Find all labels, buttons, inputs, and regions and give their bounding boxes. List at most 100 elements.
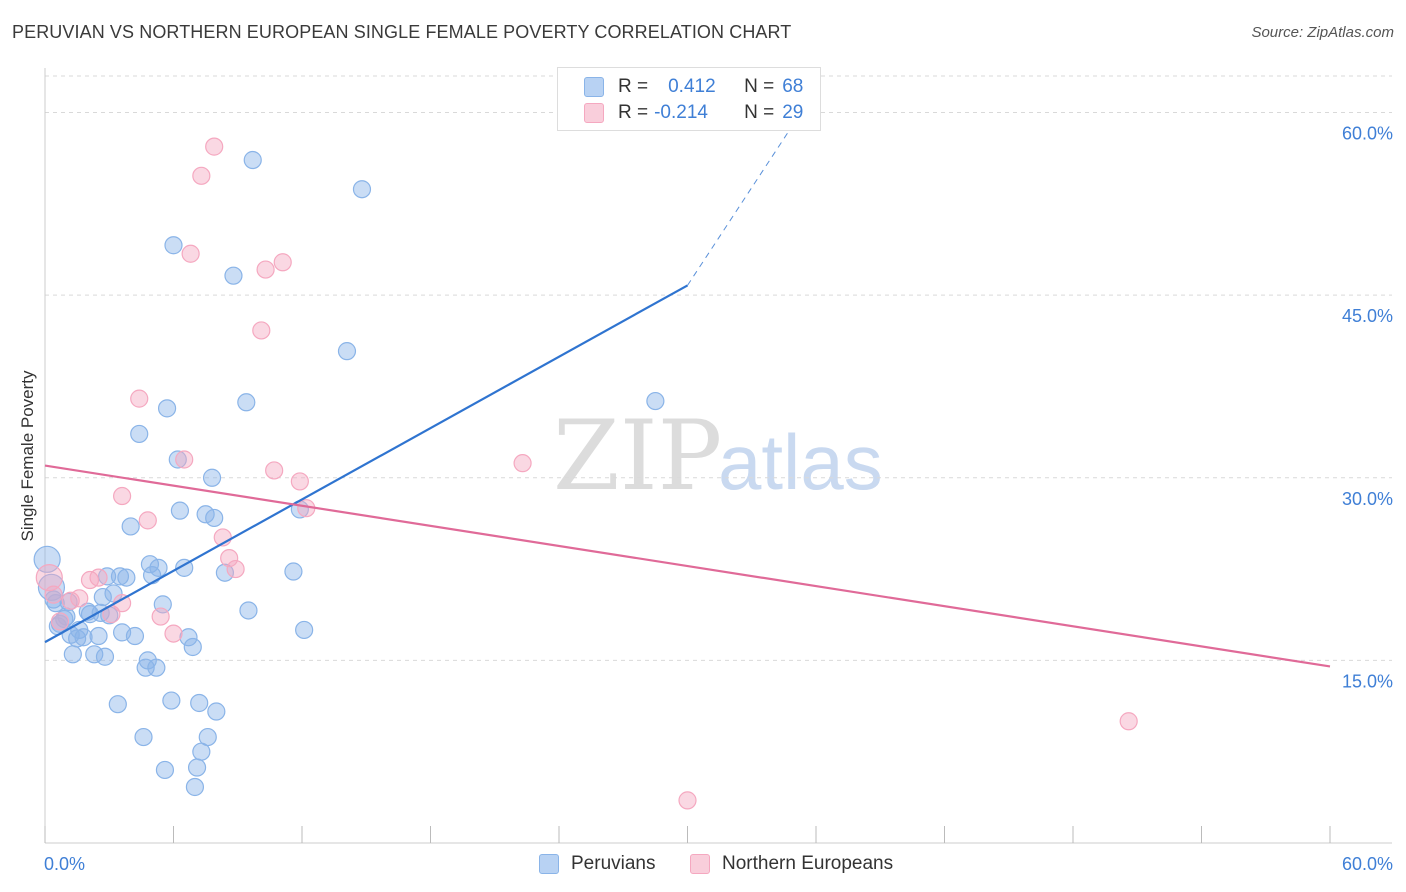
tick-labels: 15.0% 30.0% 45.0% 60.0% 0.0% 60.0% bbox=[44, 124, 1393, 874]
peruvians-point bbox=[117, 568, 136, 587]
peruvians-point bbox=[646, 391, 665, 411]
watermark-zip: ZIP bbox=[553, 400, 722, 512]
northern-europeans-point bbox=[70, 589, 89, 608]
northern-europeans-point bbox=[192, 166, 211, 185]
peruvians-point bbox=[352, 180, 372, 199]
northern-europeans-point bbox=[290, 472, 309, 491]
x-tick-label-max: 60.0% bbox=[1342, 854, 1393, 874]
peruvians-point bbox=[157, 399, 177, 418]
northern-europeans-point bbox=[1119, 712, 1138, 731]
northern-europeans-point bbox=[138, 511, 157, 530]
peruvians-point bbox=[239, 601, 258, 620]
peruvians-point bbox=[134, 727, 153, 747]
r-label: R = bbox=[618, 102, 649, 123]
peruvians-point bbox=[164, 236, 183, 255]
northern-europeans-point bbox=[35, 563, 63, 592]
r-value-peruvians: 0.412 bbox=[668, 76, 716, 97]
northern-europeans-point bbox=[252, 321, 271, 340]
legend-row-northern-europeans: R = -0.214 N = 29 bbox=[584, 101, 803, 125]
northern-europeans-point bbox=[256, 260, 275, 279]
northern-europeans-point bbox=[513, 454, 532, 473]
peruvians-point bbox=[237, 393, 256, 412]
bottom-legend-peruvians: Peruvians bbox=[539, 852, 656, 876]
peruvians-legend-label: Peruvians bbox=[571, 853, 656, 874]
y-tick-label: 60.0% bbox=[1342, 124, 1393, 144]
peruvians-point bbox=[168, 450, 187, 469]
peruvians-point bbox=[170, 501, 190, 520]
peruvians-point bbox=[337, 342, 357, 361]
peruvians-point bbox=[207, 702, 226, 721]
peruvians-point bbox=[284, 562, 303, 581]
peruvians-legend-swatch bbox=[539, 854, 559, 874]
peruvians-swatch bbox=[584, 77, 604, 97]
peruvians-point bbox=[205, 508, 224, 528]
n-value-peruvians: 68 bbox=[782, 76, 804, 97]
northern-europeans-point bbox=[220, 549, 239, 568]
y-tick-label: 45.0% bbox=[1342, 306, 1393, 326]
y-tick-label: 30.0% bbox=[1342, 489, 1393, 509]
peruvians-point bbox=[136, 658, 155, 677]
n-label: N = bbox=[744, 76, 775, 97]
northern-europeans-legend-swatch bbox=[690, 854, 710, 874]
trend-lines bbox=[44, 102, 1331, 668]
x-tick-label-min: 0.0% bbox=[44, 854, 85, 874]
peruvians-point bbox=[185, 777, 205, 797]
peruvians-point bbox=[121, 517, 140, 536]
northern-europeans-point bbox=[44, 585, 63, 604]
northern-europeans-point bbox=[226, 559, 245, 579]
northern-europeans-trend-line bbox=[44, 464, 1331, 668]
correlation-legend: R = 0.412 N = 68 R = -0.214 N = 29 bbox=[557, 67, 821, 131]
peruvians-point bbox=[224, 266, 243, 285]
peruvians-point bbox=[187, 758, 207, 777]
northern-europeans-point bbox=[265, 461, 284, 480]
peruvians-point bbox=[149, 558, 168, 577]
peruvians-point bbox=[85, 645, 104, 664]
n-label: N = bbox=[744, 102, 775, 123]
peruvians-point bbox=[108, 695, 127, 714]
bottom-legend-northern-europeans: Northern Europeans bbox=[690, 852, 893, 876]
northern-europeans-legend-label: Northern Europeans bbox=[722, 853, 894, 874]
peruvians-point bbox=[198, 727, 217, 747]
peruvians-point bbox=[295, 620, 314, 640]
watermark-atlas: atlas bbox=[718, 418, 883, 506]
peruvians-trend-line bbox=[44, 284, 689, 644]
northern-europeans-swatch bbox=[584, 103, 604, 123]
peruvians-point bbox=[179, 628, 198, 647]
legend-row-peruvians: R = 0.412 N = 68 bbox=[584, 75, 803, 99]
peruvians-point bbox=[125, 626, 145, 646]
peruvians-point bbox=[183, 637, 202, 657]
northern-europeans-point bbox=[181, 244, 200, 263]
peruvians-point bbox=[243, 150, 262, 170]
peruvians-point bbox=[130, 424, 149, 444]
northern-europeans-point bbox=[175, 450, 194, 469]
northern-europeans-point bbox=[130, 389, 149, 408]
peruvians-point bbox=[110, 567, 130, 586]
peruvians-point bbox=[63, 645, 82, 664]
source-credit: Source: ZipAtlas.com bbox=[1251, 24, 1394, 41]
northern-europeans-point bbox=[273, 253, 292, 272]
northern-europeans-point bbox=[50, 612, 70, 631]
n-value-northern-europeans: 29 bbox=[782, 102, 804, 123]
peruvians-point bbox=[202, 468, 222, 487]
peruvians-point bbox=[155, 760, 175, 780]
peruvians-point bbox=[89, 626, 108, 646]
peruvians-trend-extension bbox=[687, 102, 808, 286]
northern-europeans-point bbox=[89, 568, 108, 587]
northern-europeans-point bbox=[151, 607, 170, 626]
peruvians-point bbox=[93, 587, 112, 607]
r-label: R = bbox=[618, 76, 649, 97]
northern-europeans-point bbox=[112, 486, 132, 506]
peruvians-point bbox=[147, 658, 166, 677]
peruvians-point bbox=[215, 563, 234, 582]
northern-europeans-point bbox=[164, 624, 183, 643]
northern-europeans-point bbox=[678, 791, 697, 810]
chart-title: PERUVIAN VS NORTHERN EUROPEAN SINGLE FEM… bbox=[12, 22, 792, 42]
axes bbox=[44, 68, 1392, 844]
peruvians-point bbox=[74, 628, 93, 647]
zipatlas-watermark: ZIP atlas bbox=[553, 400, 883, 512]
peruvians-point bbox=[95, 647, 115, 666]
r-value-northern-europeans: -0.214 bbox=[654, 102, 708, 123]
y-tick-label: 15.0% bbox=[1342, 671, 1393, 691]
peruvians-point bbox=[162, 691, 181, 710]
